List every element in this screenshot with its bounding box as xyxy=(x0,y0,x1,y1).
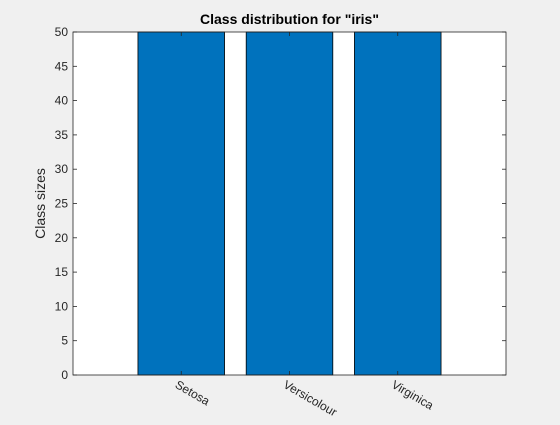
y-tick-label: 5 xyxy=(61,334,68,348)
bar-versicolour xyxy=(245,31,334,376)
y-tick-label: 50 xyxy=(55,25,69,39)
bars-group xyxy=(137,31,442,376)
bar-setosa xyxy=(137,31,225,376)
y-axis-label: Class sizes xyxy=(32,168,48,239)
y-tick-label: 20 xyxy=(55,231,69,245)
y-tick-label: 25 xyxy=(55,197,69,211)
chart-title: Class distribution for "iris" xyxy=(200,11,379,27)
axes-box xyxy=(72,31,507,376)
y-tick-label: 40 xyxy=(55,94,69,108)
x-tick-label: Setosa xyxy=(173,377,213,408)
bar-virginica xyxy=(354,31,442,376)
x-tick-label: Virginica xyxy=(389,377,436,412)
x-tick-label: Versicolour xyxy=(281,377,339,419)
y-ticks-group: 0 5 10 15 20 25 30 35 40 45 50 xyxy=(55,25,506,382)
y-tick-label: 10 xyxy=(55,299,69,313)
y-tick-label: 45 xyxy=(55,59,69,73)
y-tick-label: 15 xyxy=(55,265,69,279)
y-tick-label: 30 xyxy=(55,162,69,176)
y-tick-label: 35 xyxy=(55,128,69,142)
y-tick-label: 0 xyxy=(61,368,68,382)
